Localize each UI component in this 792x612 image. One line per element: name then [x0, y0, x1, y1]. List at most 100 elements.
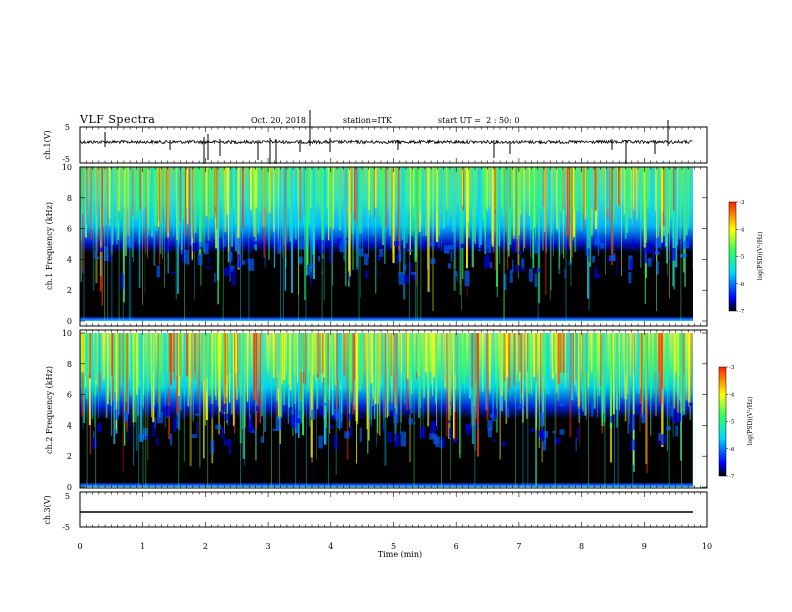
spectral-patch: [377, 269, 379, 277]
spectral-streak: [561, 167, 562, 222]
spectral-streak: [226, 167, 229, 215]
spectral-streak: [445, 333, 448, 437]
spectral-patch: [688, 402, 693, 406]
spectral-streak: [561, 167, 563, 255]
spectral-streak: [612, 167, 615, 222]
spectral-streak: [344, 167, 347, 286]
spectral-streak: [632, 333, 635, 465]
impulse-streak: [680, 167, 682, 321]
spectral-streak: [680, 333, 682, 461]
spectral-streak: [359, 333, 361, 391]
spectral-patch: [208, 256, 210, 264]
spectral-streak: [355, 333, 358, 422]
spectral-streak: [129, 167, 132, 209]
spectral-patch: [138, 433, 144, 442]
spectral-streak: [431, 333, 433, 384]
spectral-streak: [126, 333, 129, 433]
spectral-streak: [290, 167, 292, 243]
spectral-streak: [636, 333, 638, 392]
spectral-streak: [119, 333, 121, 397]
spectral-streak: [475, 333, 477, 382]
x-axis-label: Time (min): [378, 550, 422, 559]
spectral-streak: [117, 333, 120, 416]
spectral-patch: [673, 409, 677, 424]
y-tick-label: 0: [67, 483, 72, 492]
spectral-patch: [185, 249, 190, 265]
impulse-streak: [441, 333, 442, 487]
spectral-patch: [657, 439, 659, 447]
spectral-streak: [542, 333, 544, 420]
spectral-streak: [677, 333, 679, 377]
spec1-colorbar-label: log(PSD)(V²/Hz): [757, 232, 764, 281]
spectral-streak: [119, 167, 121, 212]
ch3-ytick-top: 5: [65, 492, 70, 501]
spectral-streak: [290, 333, 293, 407]
spectral-streak: [664, 333, 666, 387]
spectral-patch: [237, 238, 241, 254]
spectral-streak: [127, 167, 129, 211]
spectral-streak: [277, 333, 280, 373]
spectral-streak: [230, 333, 233, 415]
spectral-streak: [366, 333, 368, 430]
spectral-patch: [541, 427, 545, 442]
spectral-streak: [349, 333, 351, 428]
spectral-streak: [124, 167, 126, 256]
spectral-streak: [616, 333, 618, 428]
spectral-streak: [178, 167, 181, 225]
spectral-patch: [389, 403, 394, 411]
spectral-streak: [299, 167, 302, 220]
x-tick-label: 0: [77, 542, 82, 551]
spectral-streak: [125, 167, 127, 257]
spectral-streak: [597, 333, 598, 418]
spectral-streak: [190, 333, 192, 383]
spectral-streak: [102, 167, 104, 227]
spectral-streak: [242, 167, 244, 229]
spectral-patch: [215, 424, 222, 430]
colorbar-tick-label: -3: [729, 365, 735, 371]
spectral-streak: [192, 333, 194, 422]
panel-ch1-frame: [79, 126, 708, 164]
spectral-streak: [152, 167, 155, 207]
spectral-streak: [176, 333, 179, 416]
spectral-streak: [579, 333, 581, 447]
spectral-streak: [608, 167, 609, 208]
spec2-colorbar: -3 -4 -5 -6 -7 log(PSD)(V²/Hz): [718, 365, 754, 480]
spectral-streak: [587, 167, 590, 299]
spectral-streak: [667, 167, 669, 276]
spectral-streak: [197, 333, 199, 438]
spectral-patch: [251, 430, 255, 433]
spectral-streak: [115, 167, 117, 220]
spectral-patch: [595, 236, 601, 245]
spectral-patch: [667, 413, 673, 416]
spectral-streak: [625, 333, 626, 385]
spectral-streak: [592, 333, 594, 376]
spectral-streak: [284, 167, 287, 258]
spectral-streak: [229, 167, 231, 282]
spectral-streak: [154, 167, 157, 216]
panel-ch1-waveform: 5 -5 ch.1(V): [43, 110, 708, 164]
spectral-streak: [571, 167, 574, 258]
spectral-patch: [675, 425, 678, 437]
spectral-streak: [674, 333, 677, 372]
spectral-streak: [129, 333, 132, 380]
spectral-streak: [532, 167, 534, 259]
spectral-streak: [453, 167, 456, 208]
spectral-streak: [513, 167, 516, 236]
spectral-patch: [542, 430, 549, 439]
spectral-streak: [449, 333, 451, 481]
spectral-streak: [424, 167, 427, 236]
spectral-streak: [642, 333, 644, 414]
spectral-streak: [144, 167, 146, 294]
y-tick-label: 4: [67, 421, 72, 430]
spectral-streak: [507, 167, 509, 214]
spectral-streak: [462, 167, 464, 206]
spectral-patch: [284, 409, 286, 424]
spectral-streak: [242, 333, 245, 459]
spectral-streak: [692, 333, 693, 382]
spectral-streak: [584, 333, 587, 416]
spectral-patch: [588, 249, 590, 263]
spectral-patch: [512, 259, 514, 272]
spectral-patch: [192, 243, 198, 252]
spectral-streak: [685, 167, 688, 236]
spectral-patch: [530, 428, 534, 432]
